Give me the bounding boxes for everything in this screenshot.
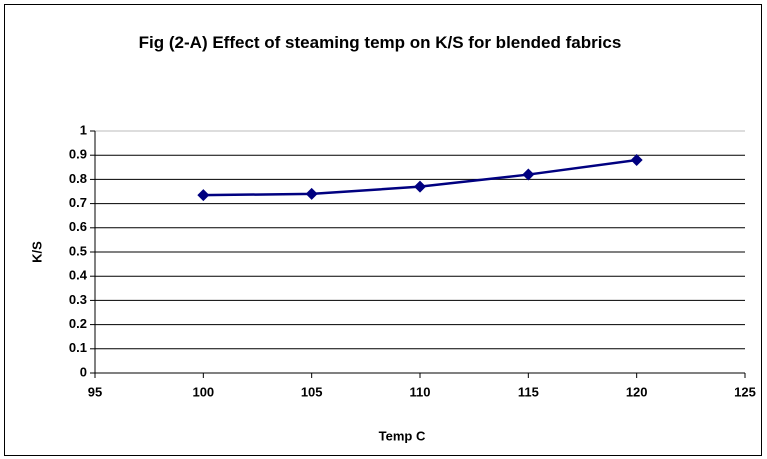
data-point xyxy=(197,189,210,202)
data-point xyxy=(414,180,426,193)
chart-title: Fig (2-A) Effect of steaming temp on K/S… xyxy=(138,33,622,52)
y-tick-label: 0 xyxy=(80,364,87,379)
y-tick-label: 0.1 xyxy=(69,340,87,355)
data-point xyxy=(305,187,318,200)
y-tick-label: 0.3 xyxy=(69,292,87,307)
y-tick-label: 0.4 xyxy=(69,268,88,283)
y-tick-label: 0.9 xyxy=(69,147,87,162)
x-tick-label: 125 xyxy=(734,384,756,399)
x-tick-label: 95 xyxy=(88,384,102,399)
x-tick-label: 115 xyxy=(518,384,539,399)
chart-frame xyxy=(4,4,762,456)
y-tick-label: 0.2 xyxy=(69,316,87,331)
x-tick-label: 100 xyxy=(192,384,214,399)
y-axis-label: K/S xyxy=(29,241,44,263)
y-tick-label: 0.8 xyxy=(69,171,87,186)
y-tick-label: 0.7 xyxy=(69,195,87,210)
y-tick-label: 0.6 xyxy=(69,219,87,234)
x-tick-label: 110 xyxy=(410,384,431,399)
x-tick-label: 105 xyxy=(301,384,323,399)
data-point xyxy=(522,168,535,181)
y-tick-label: 1 xyxy=(80,122,87,137)
y-tick-label: 0.5 xyxy=(69,243,87,258)
x-axis-label: Temp C xyxy=(379,428,426,443)
data-point xyxy=(630,154,643,167)
x-tick-label: 120 xyxy=(626,384,648,399)
